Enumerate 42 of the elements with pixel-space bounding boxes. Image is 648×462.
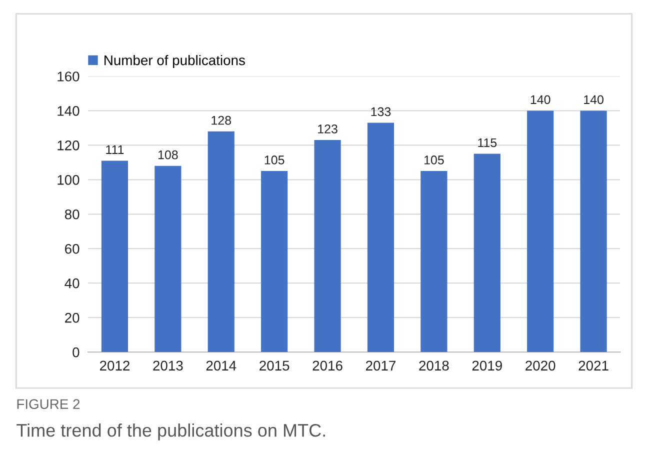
legend-label: Number of publications [104, 55, 245, 68]
data-label: 111 [106, 145, 124, 154]
bar [101, 160, 128, 352]
x-tick-label: 2013 [153, 360, 183, 371]
y-tick-label: 0 [72, 347, 80, 358]
x-tick-label: 2017 [366, 360, 396, 371]
data-label: 140 [584, 95, 604, 104]
y-tick-label: 120 [58, 140, 80, 150]
y-tick-label: 80 [64, 209, 80, 220]
x-tick-label: 2016 [312, 360, 342, 371]
bar [527, 110, 554, 352]
x-tick-label: 2014 [206, 360, 236, 371]
data-label: 105 [264, 156, 284, 164]
x-tick-label: 2018 [419, 360, 449, 371]
data-label: 105 [424, 156, 444, 164]
bar [367, 122, 394, 352]
data-label: 133 [371, 107, 391, 116]
bar [580, 110, 607, 352]
data-label: 140 [530, 95, 550, 104]
caption: FIGURE 2 [17, 399, 80, 410]
data-label: 128 [212, 116, 232, 125]
x-tick-label: 2015 [260, 360, 290, 371]
y-tick-label: 20 [65, 312, 80, 323]
bar [474, 154, 500, 352]
bar [420, 171, 448, 352]
data-label: 123 [318, 124, 338, 134]
y-tick-label: 160 [58, 72, 80, 82]
x-tick-label: 2021 [578, 360, 608, 371]
y-tick-label: 140 [58, 106, 80, 116]
x-tick-label: 2019 [472, 360, 502, 371]
data-label: 115 [478, 138, 497, 148]
bar [314, 140, 341, 352]
text: Time trend of the publications on MTC. [16, 424, 325, 440]
bar [208, 131, 234, 352]
bar [154, 166, 182, 352]
y-tick-label: 60 [65, 244, 80, 254]
x-tick-label: 2012 [100, 360, 130, 371]
bar [261, 171, 288, 352]
y-tick-label: 100 [58, 174, 80, 185]
x-tick-label: 2020 [526, 360, 556, 371]
data-label: 108 [158, 150, 178, 160]
y-tick-label: 40 [64, 278, 80, 288]
